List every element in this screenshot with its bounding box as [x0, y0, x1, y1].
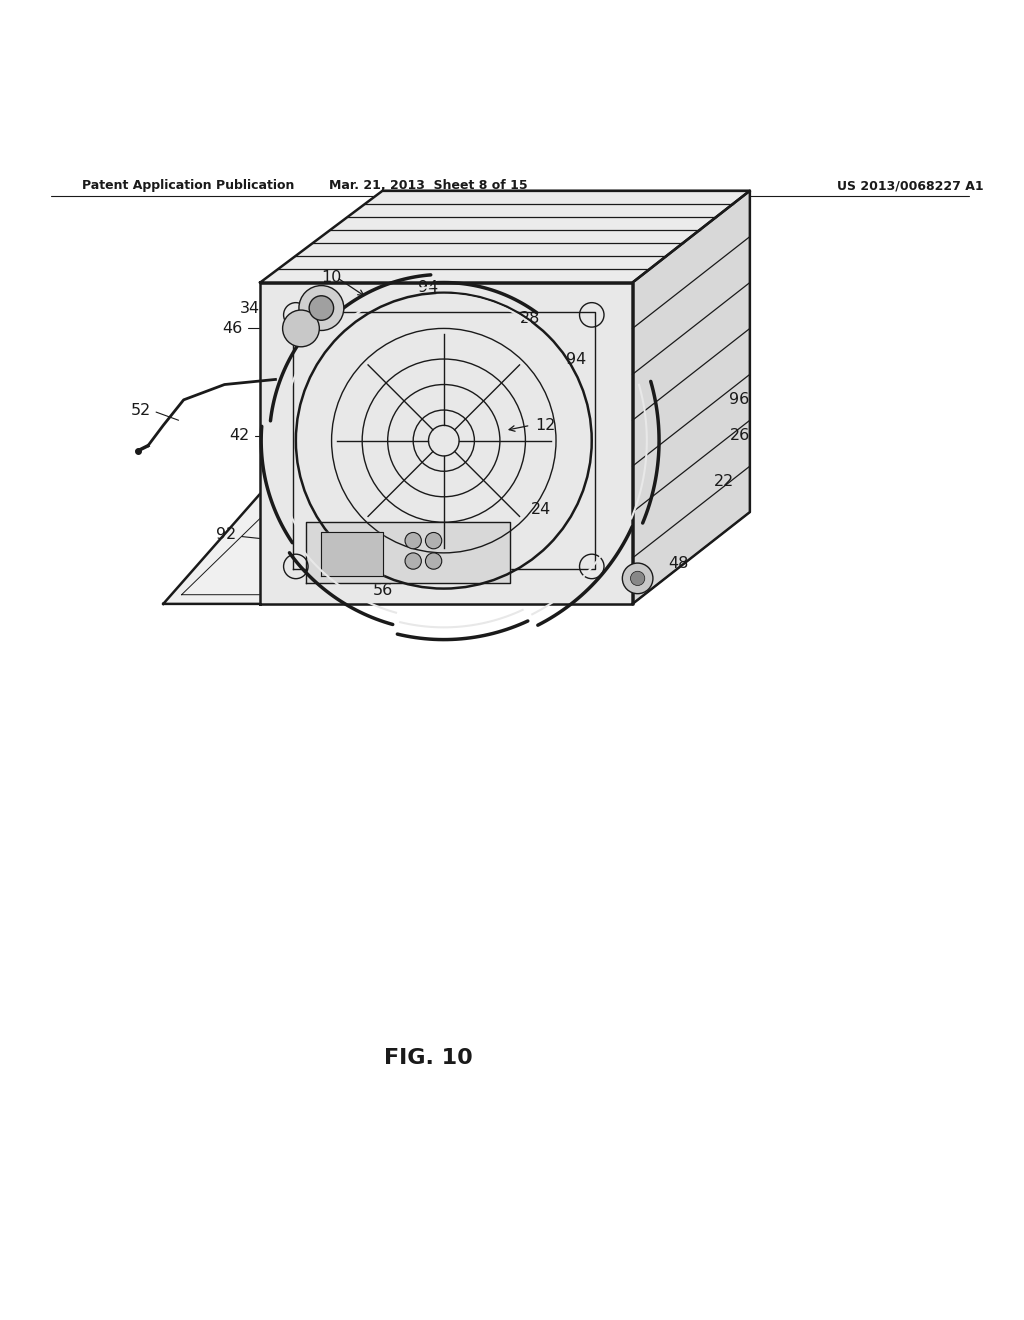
Text: 94: 94: [566, 351, 587, 367]
Circle shape: [406, 532, 421, 549]
Text: 94: 94: [418, 280, 438, 296]
Text: FIG. 10: FIG. 10: [384, 1048, 473, 1068]
Polygon shape: [633, 190, 750, 603]
Text: 92: 92: [216, 527, 237, 543]
Polygon shape: [163, 477, 734, 603]
Text: 26: 26: [729, 428, 750, 444]
Circle shape: [425, 553, 441, 569]
Text: 22: 22: [714, 474, 734, 488]
Text: Mar. 21, 2013  Sheet 8 of 15: Mar. 21, 2013 Sheet 8 of 15: [329, 180, 527, 193]
Circle shape: [299, 285, 344, 330]
Text: 46: 46: [222, 321, 243, 335]
Text: 42: 42: [229, 428, 250, 444]
Polygon shape: [322, 532, 383, 577]
Circle shape: [283, 310, 319, 347]
Text: 48: 48: [669, 556, 688, 570]
Circle shape: [631, 572, 645, 586]
Circle shape: [623, 564, 653, 594]
Text: US 2013/0068227 A1: US 2013/0068227 A1: [837, 180, 983, 193]
Text: Patent Application Publication: Patent Application Publication: [82, 180, 294, 193]
Text: 96: 96: [729, 392, 750, 408]
Text: 34: 34: [240, 301, 260, 315]
Circle shape: [406, 553, 421, 569]
Polygon shape: [260, 282, 633, 603]
Text: 52: 52: [131, 403, 151, 417]
Circle shape: [309, 296, 334, 321]
Text: 12: 12: [536, 418, 556, 433]
Text: 24: 24: [530, 502, 551, 516]
Text: 28: 28: [520, 310, 541, 326]
Text: 56: 56: [322, 568, 342, 583]
Polygon shape: [260, 190, 750, 282]
Circle shape: [425, 532, 441, 549]
Text: 10: 10: [322, 269, 342, 285]
Polygon shape: [306, 523, 510, 583]
Text: 56: 56: [373, 583, 393, 598]
